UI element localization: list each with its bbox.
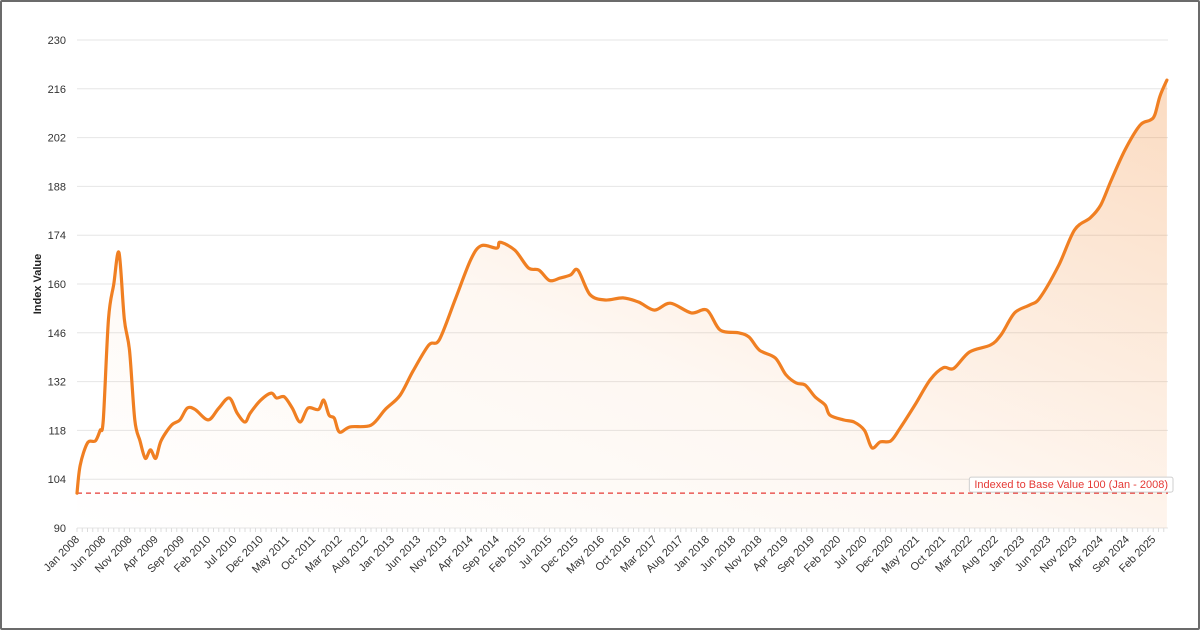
y-tick-label: 216	[48, 84, 66, 96]
y-tick-label: 132	[48, 377, 66, 389]
y-tick-label: 146	[48, 328, 66, 340]
series-line	[75, 78, 1169, 495]
y-tick-label: 90	[54, 523, 66, 535]
y-tick-label: 118	[48, 425, 66, 437]
y-tick-label: 104	[48, 474, 66, 486]
area-fill	[77, 80, 1167, 528]
y-tick-label: 230	[48, 35, 66, 47]
y-tick-label: 160	[48, 279, 66, 291]
y-tick-label: 188	[48, 181, 66, 193]
reference-label: Indexed to Base Value 100 (Jan - 2008)	[968, 476, 1174, 493]
y-tick-label: 174	[48, 230, 66, 242]
y-tick-label: 202	[48, 133, 66, 145]
reference-label-text: Indexed to Base Value 100 (Jan - 2008)	[974, 479, 1168, 491]
y-axis-label: Index Value	[32, 254, 44, 315]
